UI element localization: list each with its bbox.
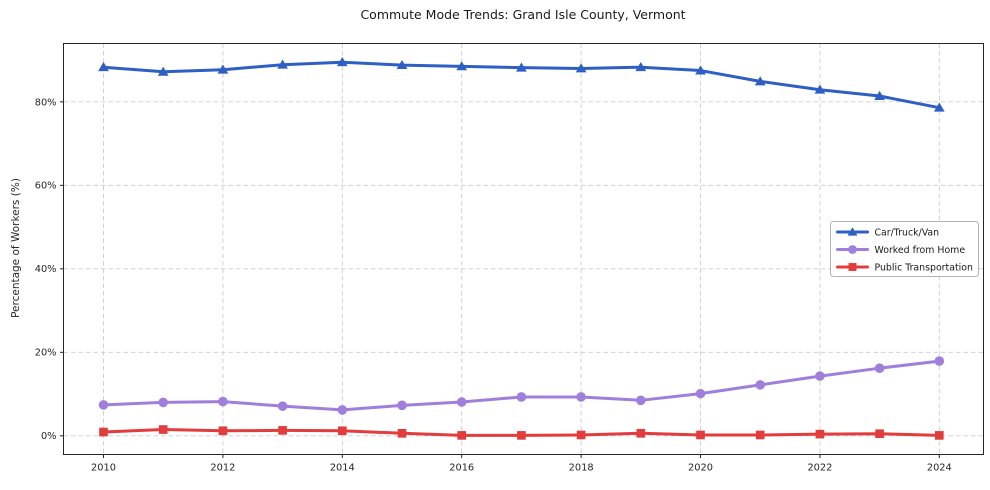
data-point-car-truck-van-2010 bbox=[98, 62, 109, 72]
x-tick-label-2018: 2018 bbox=[569, 463, 594, 474]
legend-label: Public Transportation bbox=[875, 262, 973, 273]
data-point-car-truck-van-2021 bbox=[754, 76, 766, 86]
data-point-worked-from-home-2018 bbox=[576, 392, 586, 402]
data-point-car-truck-van-2014 bbox=[336, 57, 348, 67]
data-point-car-truck-van-2019 bbox=[635, 62, 647, 72]
data-point-worked-from-home-2019 bbox=[636, 395, 646, 406]
data-point-public-transportation-2013 bbox=[278, 426, 287, 435]
legend-circle-icon bbox=[848, 245, 857, 254]
data-point-public-transportation-2022 bbox=[815, 429, 825, 439]
data-point-worked-from-home-2011 bbox=[158, 397, 169, 408]
legend-label: Car/Truck/Van bbox=[875, 227, 940, 238]
data-point-car-truck-van-2017 bbox=[516, 62, 527, 72]
data-point-car-truck-van-2022 bbox=[814, 84, 826, 94]
data-point-public-transportation-2021 bbox=[755, 430, 765, 440]
data-point-public-transportation-2011 bbox=[158, 425, 168, 434]
legend-label: Worked from Home bbox=[875, 245, 966, 256]
plot-border bbox=[63, 43, 984, 455]
data-point-worked-from-home-2012 bbox=[218, 396, 228, 407]
data-point-car-truck-van-2015 bbox=[396, 59, 408, 70]
data-point-worked-from-home-2022 bbox=[815, 371, 825, 381]
data-point-car-truck-van-2016 bbox=[456, 61, 468, 71]
x-tick-label-2022: 2022 bbox=[807, 463, 832, 474]
data-point-public-transportation-2018 bbox=[576, 430, 586, 440]
legend-square-icon bbox=[848, 263, 857, 271]
data-point-car-truck-van-2013 bbox=[277, 59, 288, 69]
x-tick-label-2010: 2010 bbox=[91, 463, 116, 474]
y-tick-label-80: 80% bbox=[35, 97, 57, 108]
data-point-public-transportation-2020 bbox=[696, 430, 705, 440]
y-tick-label-0: 0% bbox=[41, 431, 57, 442]
data-point-worked-from-home-2020 bbox=[695, 388, 706, 399]
x-tick-label-2012: 2012 bbox=[210, 463, 235, 474]
data-point-worked-from-home-2021 bbox=[755, 380, 766, 390]
legend-item-car-truck-van: Car/Truck/Van bbox=[836, 227, 940, 238]
data-point-public-transportation-2015 bbox=[397, 428, 407, 438]
data-point-car-truck-van-2020 bbox=[695, 65, 706, 75]
data-point-worked-from-home-2013 bbox=[277, 401, 288, 411]
data-point-public-transportation-2012 bbox=[218, 426, 228, 436]
data-point-public-transportation-2010 bbox=[99, 427, 108, 437]
x-tick-label-2016: 2016 bbox=[449, 463, 474, 474]
data-point-public-transportation-2023 bbox=[875, 429, 884, 439]
legend: Car/Truck/Van Worked from Home Public Tran… bbox=[830, 221, 979, 277]
y-tick-label-20: 20% bbox=[35, 348, 57, 359]
y-tick-label-40: 40% bbox=[35, 264, 57, 275]
data-point-worked-from-home-2010 bbox=[98, 400, 109, 410]
legend-triangle-icon bbox=[847, 227, 858, 236]
data-point-worked-from-home-2017 bbox=[516, 392, 527, 402]
data-point-public-transportation-2024 bbox=[935, 431, 944, 440]
data-point-worked-from-home-2016 bbox=[456, 397, 467, 407]
x-tick-label-2024: 2024 bbox=[927, 463, 952, 474]
data-point-public-transportation-2019 bbox=[636, 428, 646, 438]
data-point-worked-from-home-2015 bbox=[397, 400, 407, 411]
data-point-public-transportation-2014 bbox=[337, 426, 347, 436]
data-point-car-truck-van-2024 bbox=[933, 102, 945, 112]
data-point-public-transportation-2016 bbox=[457, 431, 467, 440]
x-tick-label-2020: 2020 bbox=[688, 463, 713, 474]
x-tick-label-2014: 2014 bbox=[330, 463, 355, 474]
data-point-car-truck-van-2018 bbox=[575, 63, 587, 73]
data-point-car-truck-van-2012 bbox=[217, 64, 229, 74]
chart-title: Commute Mode Trends: Grand Isle County, … bbox=[360, 7, 686, 22]
y-tick-label-60: 60% bbox=[35, 181, 57, 192]
data-point-worked-from-home-2014 bbox=[337, 405, 348, 415]
data-point-worked-from-home-2024 bbox=[934, 356, 945, 366]
data-point-worked-from-home-2023 bbox=[874, 363, 885, 373]
data-point-car-truck-van-2023 bbox=[874, 90, 885, 100]
data-point-car-truck-van-2011 bbox=[157, 66, 169, 76]
legend-item-public-transportation: Public Transportation bbox=[836, 262, 973, 273]
data-point-public-transportation-2017 bbox=[517, 431, 526, 440]
legend-item-worked-from-home: Worked from Home bbox=[836, 245, 966, 256]
legend-box bbox=[830, 221, 979, 277]
